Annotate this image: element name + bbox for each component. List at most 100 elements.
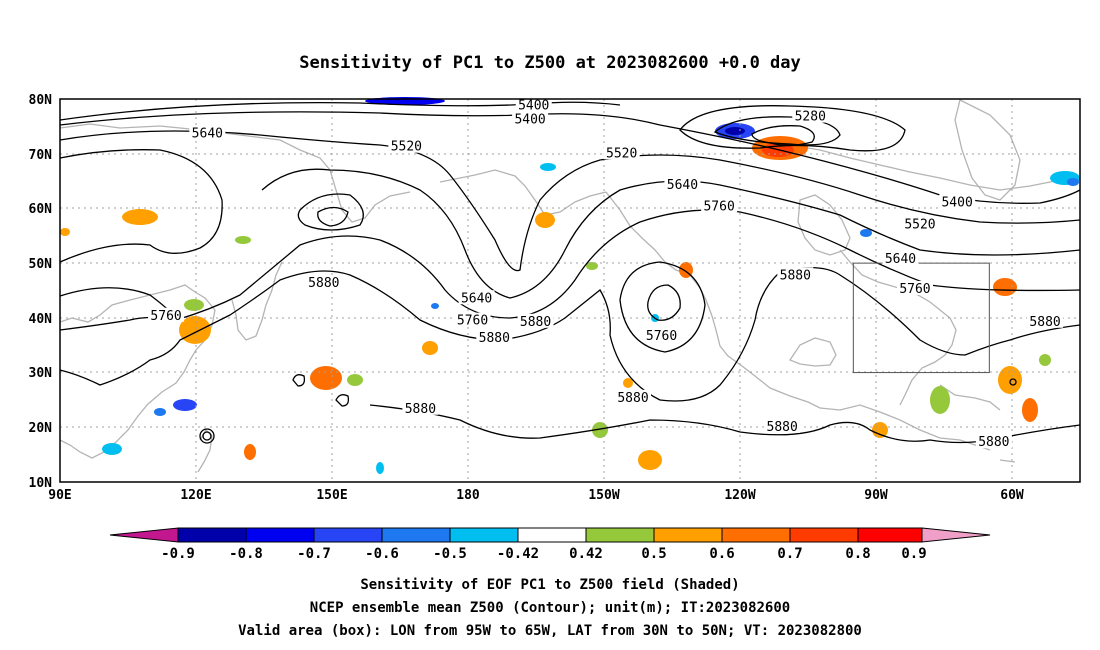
contour-label: 5880 [479,331,510,346]
contour-label-bg [1027,313,1064,328]
colorbar-ticks: -0.9 -0.8 -0.7 -0.6 -0.5 -0.42 0.42 0.5 … [161,546,927,562]
colorbar-tick-label: 0.8 [845,546,870,562]
shade-positive-blob [422,341,438,355]
graticule [60,99,1080,482]
contour-5880 [59,267,1081,402]
contour-5640-low [297,193,364,231]
contour-5520 [59,130,1081,272]
shade-positive-blob [623,378,633,388]
lon-label: 90W [864,488,888,503]
coastlines [59,99,1061,473]
contour-5280-mid [713,116,841,146]
shade-negative-blob [860,229,872,237]
shade-positive-blob [592,422,608,438]
colorbar-swatch [449,527,519,543]
coastline-bering [439,169,607,216]
contour-5880-small [202,431,212,441]
figure-title: Sensitivity of PC1 to Z500 at 2023082600… [299,53,801,73]
contour-label: 5880 [405,402,436,417]
lat-label: 70N [29,148,53,163]
shade-positive-blob [1022,398,1038,422]
contour-label: 5400 [514,112,545,127]
contour-label-bg [517,313,554,328]
contour-5280-outer [679,105,906,152]
contour-label: 5520 [606,146,637,161]
shade-positive-blob [586,262,598,270]
contour-label-bg [148,307,185,322]
shade-positive-blob [1039,354,1051,366]
contour-label-bg [643,328,680,343]
contour-label: 5640 [461,291,492,306]
coastline-hudson [797,194,851,256]
contour-label-bg [882,250,919,265]
lon-label: 120E [180,488,211,503]
colorbar-swatch [517,527,587,543]
colorbar-swatch [789,527,859,543]
coastline-canada-arctic [759,144,1061,191]
contour-label: 5760 [899,282,930,297]
contour-label-bg [458,290,495,305]
figure-caption: Sensitivity of EOF PC1 to Z500 field (Sh… [238,577,862,639]
contour-label-bg [305,274,342,289]
lat-label: 80N [29,93,53,108]
colorbar-tick-label: -0.8 [229,546,263,562]
lat-axis: 80N 70N 60N 50N 40N 30N 20N 10N [29,93,53,491]
contour-label: 5400 [518,99,549,114]
contour-5880-south [369,404,1081,444]
lat-label: 40N [29,312,53,327]
contour-5640 [59,149,223,263]
contour-5400 [59,111,1081,204]
lat-label: 30N [29,366,53,381]
shade-positive-blob [244,444,256,460]
contour-label: 5880 [780,268,811,283]
shade-negative-blob [102,443,122,455]
contour-5880-small [292,374,306,387]
colorbar-tick-label: -0.7 [297,546,331,562]
valid-area-box [852,262,990,374]
lon-axis: 90E 120E 150E 180 150W 120W 90W 60W [48,488,1024,503]
contour-label-bg [512,111,549,126]
contour-label-bg [975,434,1012,449]
contour-label: 5280 [795,110,826,125]
contour-label: 5640 [885,252,916,267]
colorbar-tick-label: 0.6 [709,546,734,562]
coastline-alaska [605,191,961,441]
shade-negative-blob [725,127,745,135]
caption-line-valid-area: Valid area (box): LON from 95W to 65W, L… [238,623,862,639]
contour-label: 5520 [391,140,422,155]
contour-label: 5880 [767,420,798,435]
shade-negative-blob [376,462,384,474]
shade-negative-blob [431,303,439,309]
contour-5880-small [335,394,350,407]
shade-positive-blob [535,212,555,228]
colorbar-swatch [857,527,923,543]
lat-label: 50N [29,257,53,272]
contour-label-bg [454,312,491,327]
contour-5760 [175,209,1081,321]
contour-label-bg [515,97,552,112]
colorbar-swatch [245,527,315,543]
lat-label: 20N [29,421,53,436]
colorbar-swatch [381,527,451,543]
contour-label-bg [896,280,933,295]
colorbar-swatch [721,527,791,543]
contour-label-bg [901,216,938,231]
contour-label: 5880 [978,435,1009,450]
contour-label-bg [615,389,652,404]
colorbar-tick-label: 0.7 [777,546,802,562]
contour-label-bg [664,176,701,191]
colorbar-swatch [653,527,723,543]
contour-label-bg [189,125,226,140]
lon-label: 150E [316,488,347,503]
contour-5640 [261,168,1081,299]
caption-line-contour: NCEP ensemble mean Z500 (Contour); unit(… [310,600,790,616]
colorbar-tick-label: -0.9 [161,546,195,562]
contour-5880-small [1009,378,1017,386]
shade-negative-blob [173,399,197,411]
contour-label-bg [701,198,738,213]
contour-label: 5640 [667,178,698,193]
shade-positive-blob [310,366,342,390]
colorbar-tick-label: -0.6 [365,546,399,562]
